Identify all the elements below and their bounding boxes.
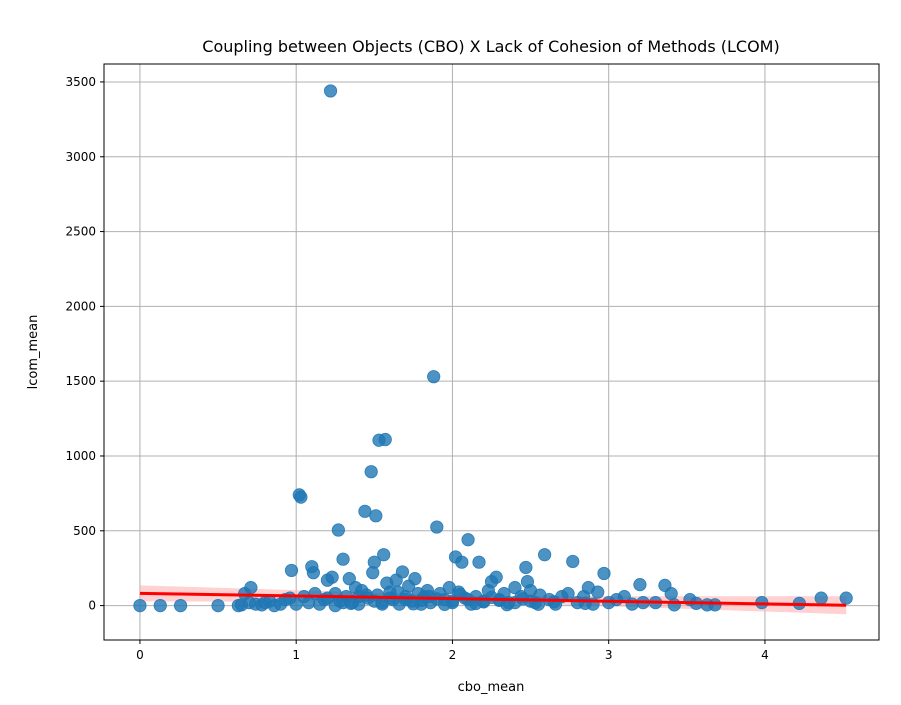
data-point [359, 588, 374, 602]
data-point [342, 572, 356, 586]
data-point [378, 432, 392, 447]
data-point [708, 598, 722, 612]
data-point [561, 587, 575, 601]
data-point [430, 520, 444, 534]
x-tick-label: 4 [761, 648, 769, 662]
x-tick-label: 2 [449, 648, 457, 662]
data-point [664, 587, 678, 601]
data-point [375, 597, 389, 611]
data-point [377, 548, 391, 562]
x-tick-label: 1 [292, 648, 300, 662]
y-axis-ticks: 0 500 1000 1500 2000 2500 3000 3500 [65, 75, 104, 613]
data-point [591, 585, 605, 599]
x-axis-ticks: 0 1 2 3 4 [136, 640, 769, 662]
data-point [284, 563, 299, 578]
data-point [395, 565, 410, 579]
data-point [814, 591, 828, 605]
x-tick-label: 0 [136, 648, 144, 662]
data-point [173, 598, 188, 613]
data-point [484, 590, 499, 604]
data-point [427, 370, 441, 384]
regression-line [139, 591, 847, 607]
x-axis-label: cbo_mean [458, 680, 525, 695]
y-tick-label: 1500 [65, 374, 96, 388]
data-point [408, 572, 422, 586]
plot-frame [103, 63, 880, 641]
data-point [519, 560, 533, 575]
data-point [455, 555, 469, 569]
y-tick-label: 2000 [65, 299, 96, 313]
data-point [244, 581, 258, 595]
data-point [566, 554, 580, 569]
y-tick-label: 3000 [65, 150, 96, 164]
data-point [294, 490, 308, 504]
data-point [323, 84, 338, 98]
data-point [578, 596, 592, 610]
data-point [367, 555, 381, 569]
data-point [508, 581, 522, 595]
data-point [331, 523, 345, 537]
data-point [153, 598, 167, 613]
chart-title: Coupling between Objects (CBO) X Lack of… [202, 37, 779, 56]
data-point [461, 533, 475, 547]
gridlines [104, 64, 879, 640]
y-tick-label: 2500 [65, 225, 96, 239]
x-tick-label: 3 [605, 648, 613, 662]
data-point [211, 598, 225, 613]
y-axis-label: lcom_mean [26, 315, 41, 390]
data-point [306, 566, 320, 580]
data-point [667, 598, 681, 612]
data-point [133, 598, 147, 613]
y-tick-label: 1000 [65, 449, 96, 463]
data-point [839, 591, 853, 605]
data-point [422, 590, 436, 604]
data-point [344, 596, 358, 610]
data-point [489, 570, 503, 584]
data-point [538, 548, 552, 562]
data-point [336, 552, 350, 566]
regression-line-group [139, 591, 847, 607]
data-point [369, 509, 383, 523]
data-point [472, 555, 486, 569]
data-point [633, 578, 647, 592]
data-point [625, 597, 639, 611]
data-point [325, 570, 339, 584]
y-tick-label: 500 [73, 524, 96, 538]
y-tick-label: 0 [88, 599, 96, 613]
data-point [364, 465, 378, 479]
y-tick-label: 3500 [65, 75, 96, 89]
data-point [597, 566, 611, 581]
